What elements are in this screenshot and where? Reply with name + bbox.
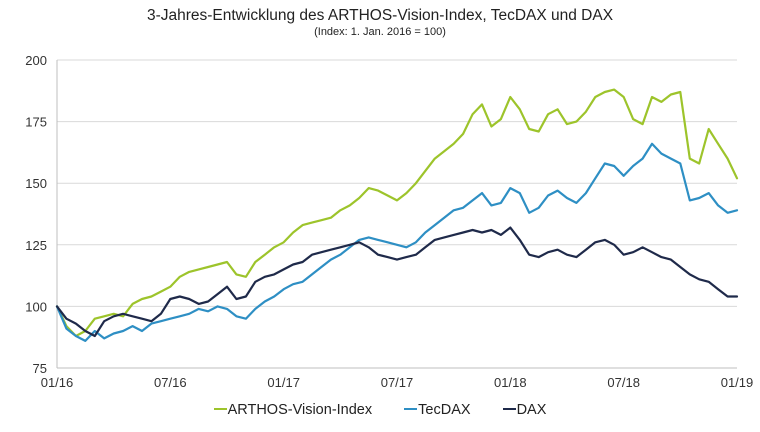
x-tick-label: 01/19 xyxy=(721,375,754,390)
legend-label-arthos: ARTHOS-Vision-Index xyxy=(227,402,373,418)
y-tick-label: 175 xyxy=(25,115,47,130)
legend-item-arthos: ARTHOS-Vision-Index xyxy=(213,402,373,418)
gridlines xyxy=(57,59,737,307)
series-lines xyxy=(55,88,739,342)
legend: ARTHOS-Vision-Index TecDAX DAX xyxy=(0,402,760,418)
x-tick-label: 01/17 xyxy=(267,375,300,390)
x-tick-label: 07/16 xyxy=(154,375,187,390)
y-tick-label: 125 xyxy=(25,238,47,253)
legend-swatch-dax xyxy=(502,408,516,411)
chart-subtitle: (Index: 1. Jan. 2016 = 100) xyxy=(314,26,446,38)
legend-label-dax: DAX xyxy=(516,402,547,418)
x-tick-label: 01/16 xyxy=(41,375,74,390)
y-tick-label: 150 xyxy=(25,176,47,191)
y-tick-label: 100 xyxy=(25,299,47,314)
legend-swatch-arthos xyxy=(213,408,227,411)
axes xyxy=(56,60,737,369)
legend-label-tecdax: TecDAX xyxy=(418,402,471,418)
x-axis-ticks: 01/16 07/16 01/17 07/17 01/18 07/18 01/19 xyxy=(41,375,754,390)
series-line-tecdax xyxy=(55,142,739,342)
x-tick-label: 07/18 xyxy=(607,375,640,390)
legend-item-tecdax: TecDAX xyxy=(404,402,471,418)
y-axis-ticks: 75 100 125 150 175 200 xyxy=(25,53,47,376)
x-tick-label: 07/17 xyxy=(381,375,414,390)
legend-swatch-tecdax xyxy=(404,408,418,411)
x-tick-label: 01/18 xyxy=(494,375,527,390)
legend-item-dax: DAX xyxy=(502,402,547,418)
y-tick-label: 75 xyxy=(33,361,47,376)
chart-title: 3-Jahres-Entwicklung des ARTHOS-Vision-I… xyxy=(146,7,614,24)
series-line-arthos xyxy=(55,88,739,338)
y-tick-label: 200 xyxy=(25,53,47,68)
series-line-dax xyxy=(55,226,739,338)
